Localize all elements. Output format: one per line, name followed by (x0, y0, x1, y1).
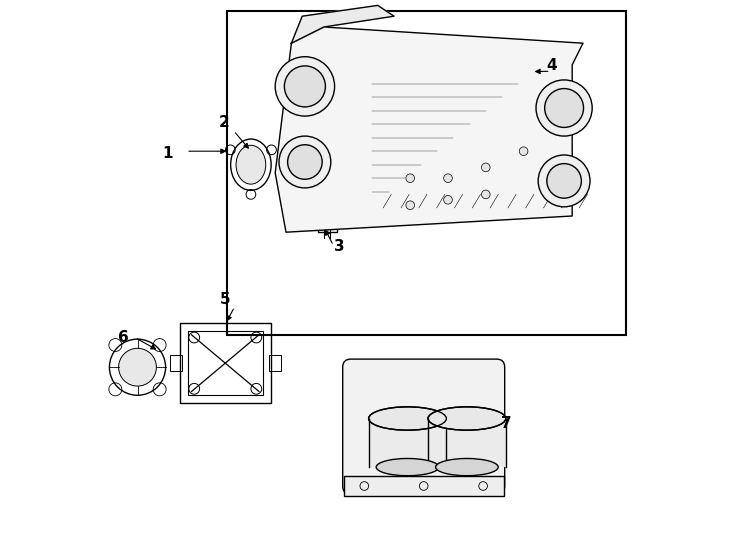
Bar (227, 11, 626, 335)
Text: 2: 2 (219, 115, 229, 130)
Circle shape (406, 201, 415, 210)
Circle shape (538, 155, 590, 207)
Circle shape (279, 136, 331, 188)
Text: 4: 4 (546, 58, 557, 73)
Text: 7: 7 (501, 416, 512, 431)
FancyBboxPatch shape (495, 52, 539, 96)
Text: 1: 1 (162, 146, 172, 161)
Bar (170, 355, 182, 372)
Circle shape (482, 163, 490, 172)
FancyBboxPatch shape (493, 50, 536, 93)
Circle shape (288, 145, 322, 179)
Circle shape (519, 147, 528, 156)
Circle shape (443, 174, 452, 183)
Bar (428, 418, 506, 467)
Text: 5: 5 (219, 292, 230, 307)
Circle shape (406, 174, 415, 183)
Circle shape (275, 57, 335, 116)
Polygon shape (291, 5, 394, 43)
Circle shape (536, 80, 592, 136)
Circle shape (547, 164, 581, 198)
Ellipse shape (236, 145, 266, 184)
Circle shape (545, 89, 584, 127)
FancyBboxPatch shape (344, 476, 504, 496)
Circle shape (119, 348, 156, 386)
Ellipse shape (368, 407, 446, 430)
Text: 3: 3 (334, 239, 344, 254)
Circle shape (284, 66, 325, 107)
Bar (269, 355, 280, 372)
Circle shape (482, 190, 490, 199)
Polygon shape (275, 27, 583, 232)
Ellipse shape (377, 458, 439, 476)
Text: 6: 6 (117, 330, 128, 345)
Circle shape (443, 195, 452, 204)
FancyBboxPatch shape (343, 359, 505, 494)
Ellipse shape (428, 407, 506, 430)
Ellipse shape (435, 458, 498, 476)
Bar (368, 418, 446, 467)
